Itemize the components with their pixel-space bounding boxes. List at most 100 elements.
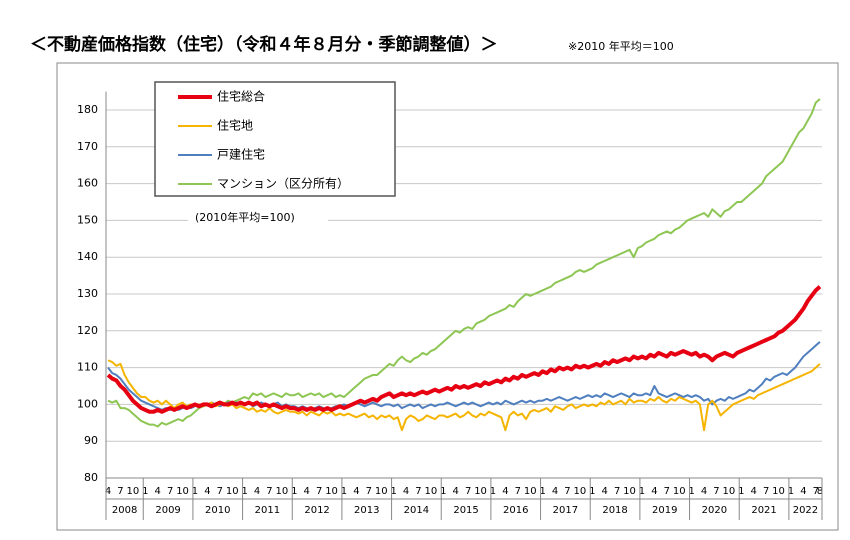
x-tick-label: 7	[614, 486, 620, 497]
annotation-bg	[188, 208, 328, 228]
x-tick-label: 7	[664, 486, 670, 497]
chart-frame	[56, 62, 839, 531]
x-tick-label: 4	[502, 486, 508, 497]
x-tick-label: 7	[366, 486, 372, 497]
y-tick-label: 80	[84, 471, 98, 484]
y-tick-label: 170	[77, 140, 98, 153]
legend-label: 住宅総合	[217, 89, 265, 104]
x-tick-label: 4	[751, 486, 757, 497]
x-tick-label: 1	[241, 486, 247, 497]
y-tick-label: 150	[77, 213, 98, 226]
x-tick-label: 7	[813, 486, 819, 497]
x-tick-label: 1	[440, 486, 446, 497]
y-tick-label: 90	[84, 434, 98, 447]
x-tick-label: 4	[602, 486, 608, 497]
x-tick-label: 10	[723, 486, 736, 497]
x-tick-label: 7	[465, 486, 471, 497]
year-label: 2016	[503, 505, 528, 516]
x-tick-label: 10	[673, 486, 686, 497]
x-tick-label: 10	[524, 486, 537, 497]
year-label: 2012	[304, 505, 329, 516]
x-tick-label: 4	[304, 486, 310, 497]
x-tick-label: 10	[772, 486, 785, 497]
x-tick-label: 1	[390, 486, 396, 497]
series-line	[107, 359, 821, 432]
x-tick-label: 10	[375, 486, 388, 497]
x-tick-label: 4	[254, 486, 260, 497]
series-line	[106, 285, 822, 414]
y-tick-label: 110	[77, 361, 98, 374]
x-tick-label: 7	[117, 486, 123, 497]
x-tick-label: 7	[217, 486, 223, 497]
year-label: 2019	[652, 505, 677, 516]
x-tick-label: 1	[490, 486, 496, 497]
legend-label: 戸建住宅	[217, 147, 265, 162]
x-tick-label: 10	[276, 486, 289, 497]
y-tick-label: 130	[77, 287, 98, 300]
year-label: 2011	[255, 505, 280, 516]
year-label: 2015	[453, 505, 478, 516]
x-tick-label: 4	[800, 486, 806, 497]
x-tick-label: 7	[763, 486, 769, 497]
legend-label: 住宅地	[217, 118, 253, 133]
x-tick-label: 1	[788, 486, 794, 497]
x-tick-label: 4	[552, 486, 558, 497]
legend-label: マンション（区分所有）	[217, 177, 349, 191]
year-label: 2008	[112, 505, 137, 516]
year-label: 2020	[702, 505, 727, 516]
x-tick-label: 1	[539, 486, 545, 497]
year-label: 2018	[602, 505, 627, 516]
year-label: 2010	[205, 505, 230, 516]
x-tick-label: 4	[403, 486, 409, 497]
x-tick-label: 7	[564, 486, 570, 497]
x-tick-label: 7	[266, 486, 272, 497]
x-tick-label: 7	[415, 486, 421, 497]
y-tick-label: 180	[77, 103, 98, 116]
x-tick-label: 10	[425, 486, 438, 497]
x-tick-label: 1	[341, 486, 347, 497]
y-tick-label: 140	[77, 250, 98, 263]
chart-subtitle: ※2010 年平均＝100	[568, 39, 674, 53]
y-tick-label: 160	[77, 177, 98, 190]
year-label: 2013	[354, 505, 379, 516]
x-tick-label: 10	[574, 486, 587, 497]
y-tick-label: 120	[77, 324, 98, 337]
year-label: 2014	[404, 505, 429, 516]
x-tick-label: 1	[192, 486, 198, 497]
x-tick-label: 10	[127, 486, 140, 497]
x-tick-label: 1	[291, 486, 297, 497]
series-line	[107, 341, 821, 411]
x-tick-label: 10	[474, 486, 487, 497]
chart-title: ＜不動産価格指数（住宅）（令和４年８月分・季節調整値）＞	[30, 34, 498, 55]
x-tick-label: 1	[688, 486, 694, 497]
x-tick-label: 4	[453, 486, 459, 497]
x-tick-label: 4	[353, 486, 359, 497]
year-label: 2022	[793, 505, 818, 516]
x-tick-label: 10	[623, 486, 636, 497]
x-tick-label: 1	[589, 486, 595, 497]
year-label: 2021	[751, 505, 776, 516]
x-tick-label: 7	[167, 486, 173, 497]
legend-box	[154, 81, 396, 197]
series-line	[107, 98, 821, 428]
x-tick-label: 4	[651, 486, 657, 497]
x-tick-label: 8	[817, 486, 823, 497]
x-tick-label: 1	[738, 486, 744, 497]
x-tick-label: 4	[701, 486, 707, 497]
x-tick-label: 4	[155, 486, 161, 497]
year-label: 2009	[155, 505, 180, 516]
x-tick-label: 10	[226, 486, 239, 497]
x-tick-label: 1	[142, 486, 148, 497]
x-tick-label: 7	[316, 486, 322, 497]
x-tick-label: 7	[515, 486, 521, 497]
x-tick-label: 4	[105, 486, 111, 497]
y-tick-label: 100	[77, 397, 98, 410]
x-tick-label: 10	[325, 486, 338, 497]
annotation: (2010年平均=100)	[195, 210, 295, 224]
x-tick-label: 4	[204, 486, 210, 497]
x-tick-label: 10	[176, 486, 189, 497]
x-tick-label: 1	[639, 486, 645, 497]
x-tick-label: 7	[713, 486, 719, 497]
